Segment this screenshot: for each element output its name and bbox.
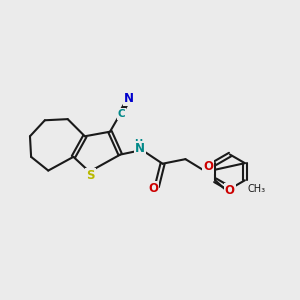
- Text: O: O: [225, 184, 235, 197]
- Text: C: C: [118, 109, 125, 119]
- Text: H: H: [134, 139, 142, 148]
- Text: O: O: [203, 160, 213, 173]
- Text: CH₃: CH₃: [247, 184, 265, 194]
- Text: S: S: [86, 169, 95, 182]
- Text: N: N: [124, 92, 134, 105]
- Text: O: O: [148, 182, 158, 195]
- Text: N: N: [135, 142, 145, 155]
